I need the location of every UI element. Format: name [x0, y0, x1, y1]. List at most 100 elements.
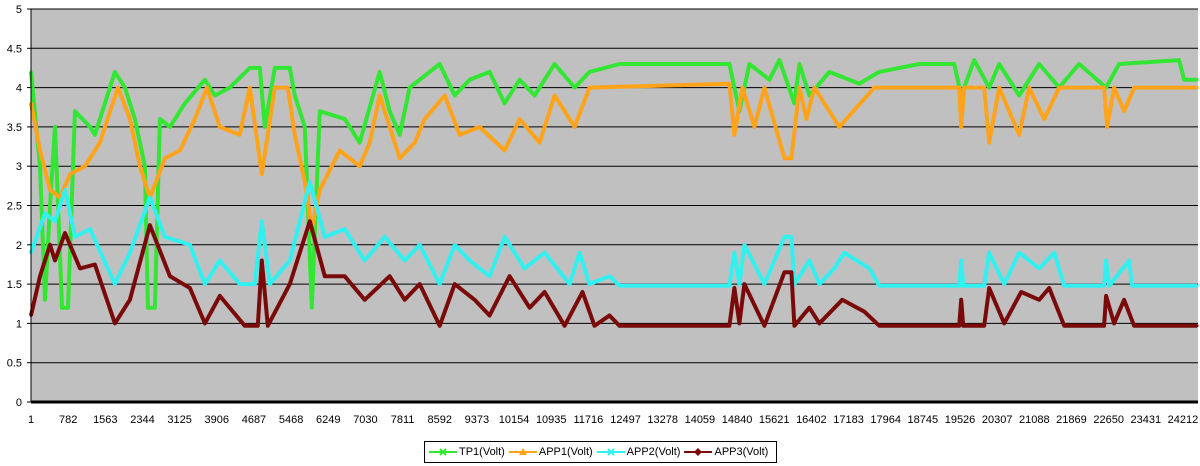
data-point: [782, 235, 786, 239]
data-point: [73, 109, 77, 113]
data-point: [727, 62, 731, 66]
data-point: [867, 266, 871, 270]
data-point: [1132, 86, 1136, 90]
data-point: [398, 133, 402, 137]
data-point: [528, 306, 532, 310]
legend-marker-icon: [508, 448, 537, 455]
data-point: [1037, 298, 1041, 302]
data-point: [752, 125, 756, 129]
data-point: [258, 66, 262, 70]
data-point: [817, 321, 821, 325]
data-point: [961, 324, 965, 328]
data-point: [1195, 78, 1199, 82]
x-axis: 1 782 1563 2344 3125 3906 4687 5468 6249 7030 7811…: [28, 414, 1198, 426]
data-point: [568, 282, 572, 286]
data-point: [593, 324, 597, 328]
data-point: [398, 156, 402, 160]
legend-marker-icon: [429, 448, 457, 456]
data-point: [318, 109, 322, 113]
data-point: [488, 70, 492, 74]
data-point: [1195, 86, 1199, 90]
x-tick-label: 17964: [870, 414, 901, 426]
data-point: [1002, 282, 1006, 286]
data-point: [453, 93, 457, 97]
data-point: [1132, 324, 1136, 328]
data-point: [193, 117, 197, 121]
data-point: [128, 251, 132, 255]
data-point: [60, 306, 64, 310]
data-point: [310, 306, 314, 310]
data-point: [418, 282, 422, 286]
x-tick-label: 16402: [796, 414, 827, 426]
data-point: [1062, 284, 1066, 288]
legend-item: TP1(Volt): [429, 445, 505, 459]
data-point: [503, 235, 507, 239]
data-point: [303, 125, 307, 129]
data-point: [972, 58, 976, 62]
data-point: [43, 211, 47, 215]
data-point: [1104, 259, 1108, 263]
data-point: [66, 306, 70, 310]
data-point: [408, 86, 412, 90]
x-tick-label: 13278: [647, 414, 678, 426]
data-point: [987, 86, 991, 90]
data-point: [63, 188, 67, 192]
data-point: [1017, 251, 1021, 255]
data-point: [608, 314, 612, 318]
data-point: [797, 86, 801, 90]
data-point: [957, 324, 961, 328]
data-point: [273, 66, 277, 70]
data-point: [438, 282, 442, 286]
data-point: [518, 117, 522, 121]
data-point: [727, 324, 731, 328]
legend: TP1(Volt) APP1(Volt) APP2(Volt) APP3(Volt): [424, 441, 778, 463]
data-point: [872, 86, 876, 90]
data-point: [48, 188, 52, 192]
data-point: [767, 78, 771, 82]
data-point: [862, 310, 866, 314]
data-point: [857, 82, 861, 86]
data-point: [961, 284, 965, 288]
data-point: [128, 117, 132, 121]
y-tick-label: 4: [16, 83, 22, 95]
data-point: [113, 321, 117, 325]
x-tick-label: 2344: [130, 414, 154, 426]
data-point: [253, 282, 257, 286]
legend-marker-icon: [684, 448, 713, 456]
x-tick-label: 12497: [610, 414, 641, 426]
x-tick-label: 20307: [982, 414, 1013, 426]
data-point: [1112, 321, 1116, 325]
data-point: [782, 156, 786, 160]
data-point: [203, 282, 207, 286]
data-point: [243, 324, 247, 328]
data-point: [1112, 86, 1116, 90]
data-point: [762, 86, 766, 90]
data-point: [877, 284, 881, 288]
data-point: [503, 148, 507, 152]
data-point: [218, 259, 222, 263]
y-tick-label: 5: [16, 4, 22, 16]
data-point: [228, 86, 232, 90]
x-tick-label: 21869: [1056, 414, 1087, 426]
data-point: [323, 235, 327, 239]
data-point: [48, 204, 52, 207]
x-tick-label: 782: [59, 414, 77, 426]
data-point: [747, 62, 751, 66]
data-point: [732, 286, 736, 290]
data-point: [959, 298, 963, 302]
data-point: [957, 86, 961, 90]
data-point: [248, 66, 252, 70]
data-point: [343, 274, 347, 278]
data-point: [403, 259, 407, 263]
data-point: [957, 284, 961, 288]
x-tick-label: 7030: [353, 414, 377, 426]
data-point: [1052, 251, 1056, 255]
data-point: [1130, 284, 1134, 288]
data-point: [959, 125, 963, 129]
data-point: [523, 266, 527, 270]
data-point: [488, 274, 492, 278]
line-chart: 0 0.5 1 1.5 2 2.5 3 3.5 4 4.5 5 1 782 1563 2344 3125 39…: [7, 4, 1199, 426]
y-tick-label: 3: [16, 161, 22, 173]
data-point: [163, 235, 167, 239]
series-group: [29, 58, 1199, 328]
